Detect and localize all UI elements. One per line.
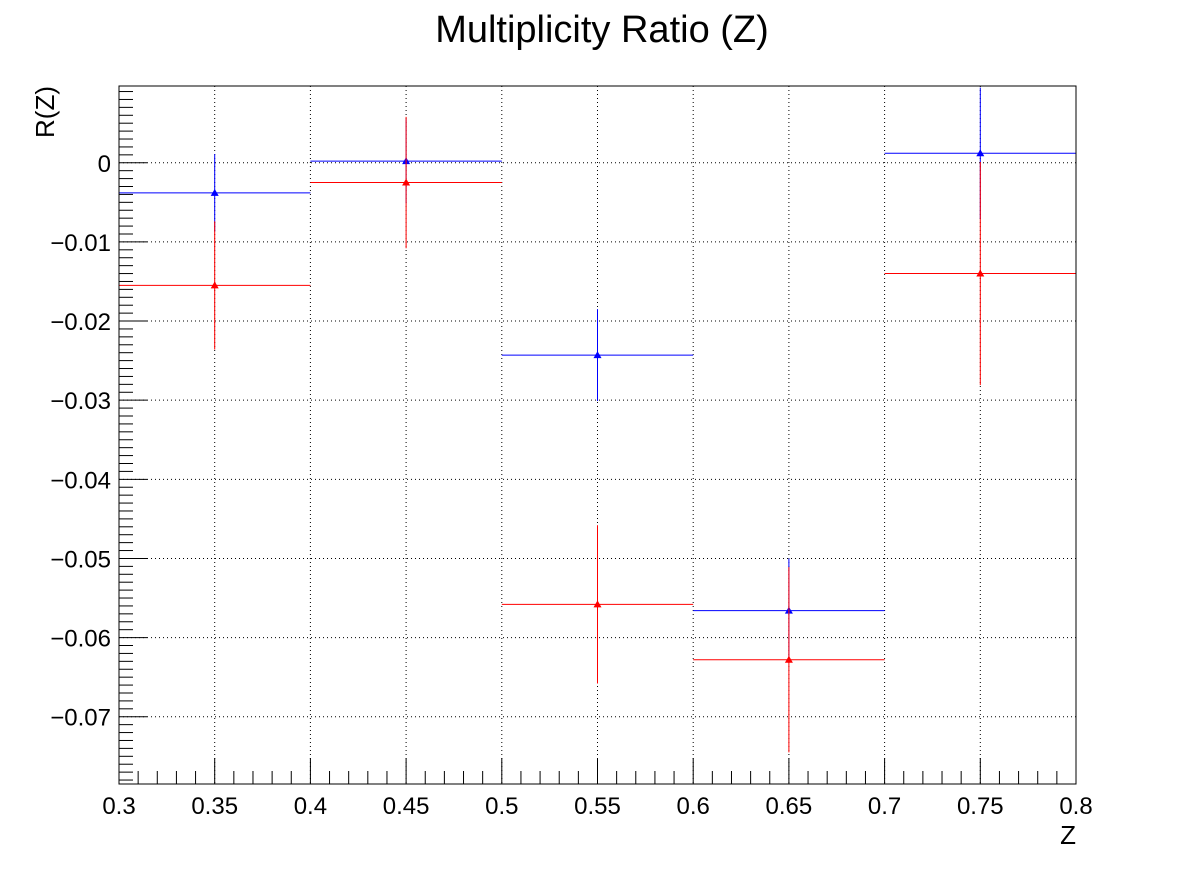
x-axis-label: Z — [1060, 820, 1076, 850]
data-point-marker — [210, 281, 219, 289]
y-tick-label: −0.02 — [50, 309, 111, 336]
y-tick-label: −0.03 — [50, 388, 111, 415]
x-tick-label: 0.6 — [677, 793, 710, 820]
y-axis-label: R(Z) — [30, 86, 60, 138]
y-tick-label: −0.01 — [50, 230, 111, 257]
x-tick-label: 0.55 — [574, 793, 621, 820]
x-tick-label: 0.45 — [383, 793, 430, 820]
y-tick-label: 0 — [98, 151, 111, 178]
x-tick-label: 0.7 — [868, 793, 901, 820]
data-point-marker — [593, 600, 602, 608]
data-point-marker — [210, 188, 219, 196]
data-point-marker — [784, 655, 793, 663]
y-tick-label: −0.04 — [50, 467, 111, 494]
data-point-marker — [593, 351, 602, 359]
y-tick-label: −0.07 — [50, 705, 111, 732]
data-point-marker — [976, 149, 985, 157]
y-tick-label: −0.06 — [50, 626, 111, 653]
x-tick-label: 0.5 — [485, 793, 518, 820]
x-tick-label: 0.3 — [102, 793, 135, 820]
x-tick-label: 0.75 — [957, 793, 1004, 820]
data-series — [119, 87, 1076, 753]
x-tick-label: 0.4 — [294, 793, 327, 820]
axes: 0.3 0.35 0.4 0.45 0.5 0.55 0.6 0.65 0.7 0.75 0.8 0 −… — [50, 91, 1093, 820]
x-tick-label: 0.8 — [1059, 793, 1092, 820]
x-tick-label: 0.35 — [191, 793, 238, 820]
x-tick-label: 0.65 — [766, 793, 813, 820]
series-red — [119, 116, 1076, 753]
chart-title: Multiplicity Ratio (Z) — [435, 9, 769, 51]
y-tick-label: −0.05 — [50, 546, 111, 573]
data-point-marker — [402, 178, 411, 186]
data-point-marker — [976, 269, 985, 277]
